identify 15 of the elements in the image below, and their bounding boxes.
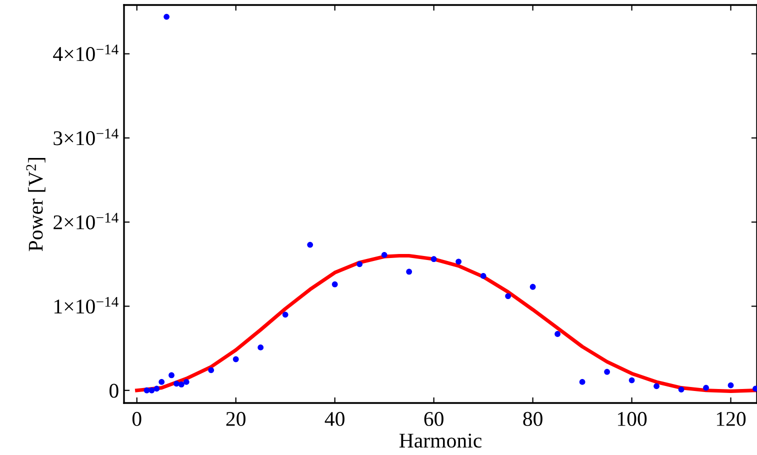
y-tick-label: 0: [110, 384, 118, 398]
x-tick-label: 60: [424, 412, 444, 426]
x-tick-label: 120: [716, 412, 746, 426]
x-tick-label: 0: [132, 412, 142, 426]
line-series: [135, 254, 757, 394]
x-tick-label: 20: [226, 412, 246, 426]
x-tick-label: 80: [523, 412, 542, 426]
y-tick-label: 1×10$^{−14}$: [54, 297, 118, 314]
x-tick-label: 100: [618, 412, 647, 426]
x-axis-title: Harmonic: [399, 434, 482, 448]
x-tick-label: 40: [324, 412, 344, 426]
y-tick-label: 3×10$^{−14}$: [54, 128, 118, 146]
y-tick-label: 2×10$^{−14}$: [54, 212, 118, 230]
y-axis-title: Power [V$^{2}$]: [26, 158, 46, 252]
y-tick-label: 4×10$^{−14}$: [53, 44, 118, 62]
